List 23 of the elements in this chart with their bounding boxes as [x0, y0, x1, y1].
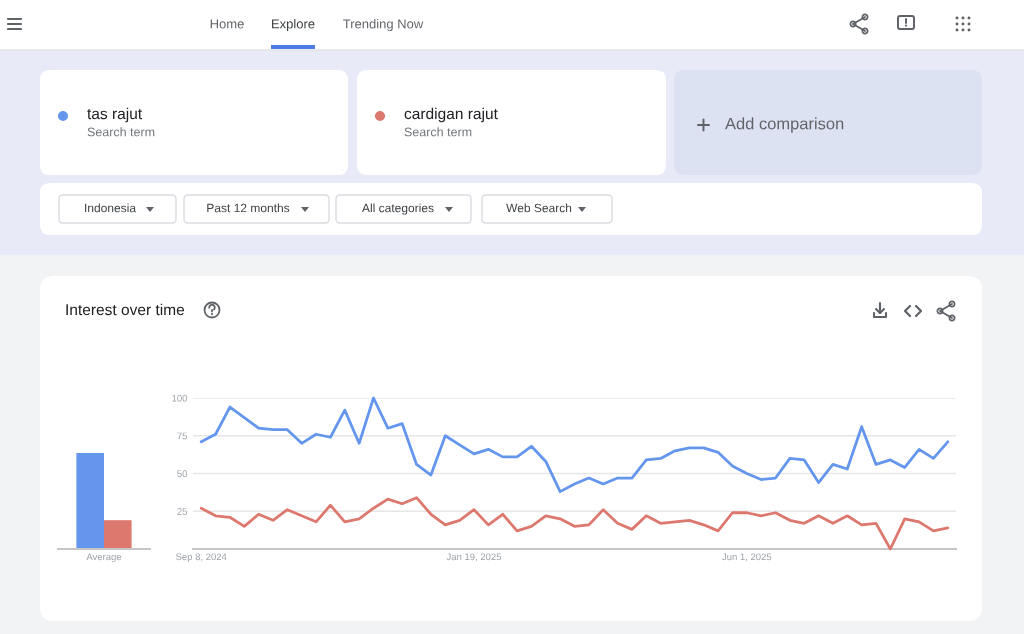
line-series [199, 496, 950, 551]
y-tick-label: 25 [177, 508, 188, 515]
legend-label: cardigan rajut [404, 107, 498, 123]
text: All categories [362, 203, 434, 215]
y-tick-label: 75 [177, 432, 188, 440]
text: Web Search [506, 203, 572, 213]
text: Explore [272, 18, 315, 32]
y-tick-label: 50 [177, 470, 188, 478]
text: Trending Now [343, 18, 424, 32]
text: Past 12 months [207, 203, 290, 213]
line-series [199, 396, 950, 494]
text: Search term [404, 127, 472, 137]
text: Home [210, 19, 244, 29]
x-tick-label: Jan 19, 2025 [446, 553, 502, 562]
y-tick-label: 100 [172, 394, 188, 402]
x-tick-label: Sep 8, 2024 [176, 553, 227, 563]
text: Search term [87, 127, 155, 137]
text: Indonesia [85, 203, 137, 213]
text: Add comparison [725, 117, 844, 133]
x-tick-label: Average [86, 553, 122, 563]
x-tick-label: Jun 1, 2025 [722, 553, 772, 562]
legend-label: tas rajut [87, 107, 143, 123]
chart-title: Interest over time [66, 303, 185, 316]
